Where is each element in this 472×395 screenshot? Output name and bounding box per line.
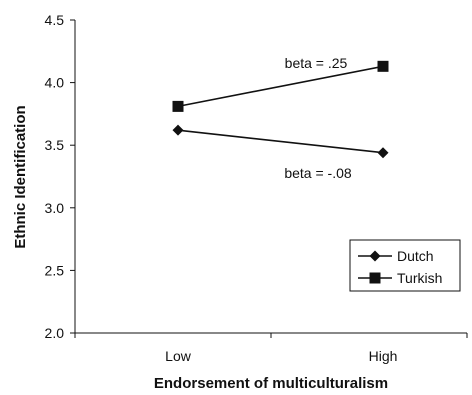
x-axis-ticks: Low High <box>74 333 468 364</box>
x-axis-title: Endorsement of multiculturalism <box>154 375 388 392</box>
legend-box <box>349 239 461 292</box>
y-axis-ticks: 2.0 2.5 3.0 3.5 4.0 4.5 <box>45 12 75 341</box>
y-tick-label: 2.5 <box>45 262 65 278</box>
series-layer <box>172 60 389 159</box>
data-point-turkish <box>172 100 184 112</box>
annotations: beta = .25 beta = -.08 <box>284 55 352 181</box>
legend-marker-dutch <box>369 250 381 262</box>
data-point-dutch <box>172 124 184 136</box>
y-tick-label: 3.0 <box>45 200 65 216</box>
beta-annotation-dutch: beta = -.08 <box>284 165 352 181</box>
y-tick-label: 4.0 <box>45 75 65 91</box>
series-line-dutch <box>177 129 384 154</box>
legend: Dutch Turkish <box>349 239 461 292</box>
data-point-turkish <box>377 60 389 72</box>
beta-annotation-turkish: beta = .25 <box>285 55 348 71</box>
y-axis-title: Ethnic Identification <box>12 105 29 248</box>
y-tick-label: 4.5 <box>45 12 65 28</box>
legend-label-turkish: Turkish <box>397 270 442 286</box>
series-line-turkish <box>177 65 384 108</box>
x-tick-label: High <box>369 348 398 364</box>
x-tick-label: Low <box>165 348 192 364</box>
y-tick-label: 2.0 <box>45 325 65 341</box>
y-tick-label: 3.5 <box>45 137 65 153</box>
legend-items: Dutch Turkish <box>358 248 442 286</box>
legend-marker-turkish <box>369 272 381 284</box>
legend-label-dutch: Dutch <box>397 248 434 264</box>
data-point-dutch <box>377 147 389 159</box>
